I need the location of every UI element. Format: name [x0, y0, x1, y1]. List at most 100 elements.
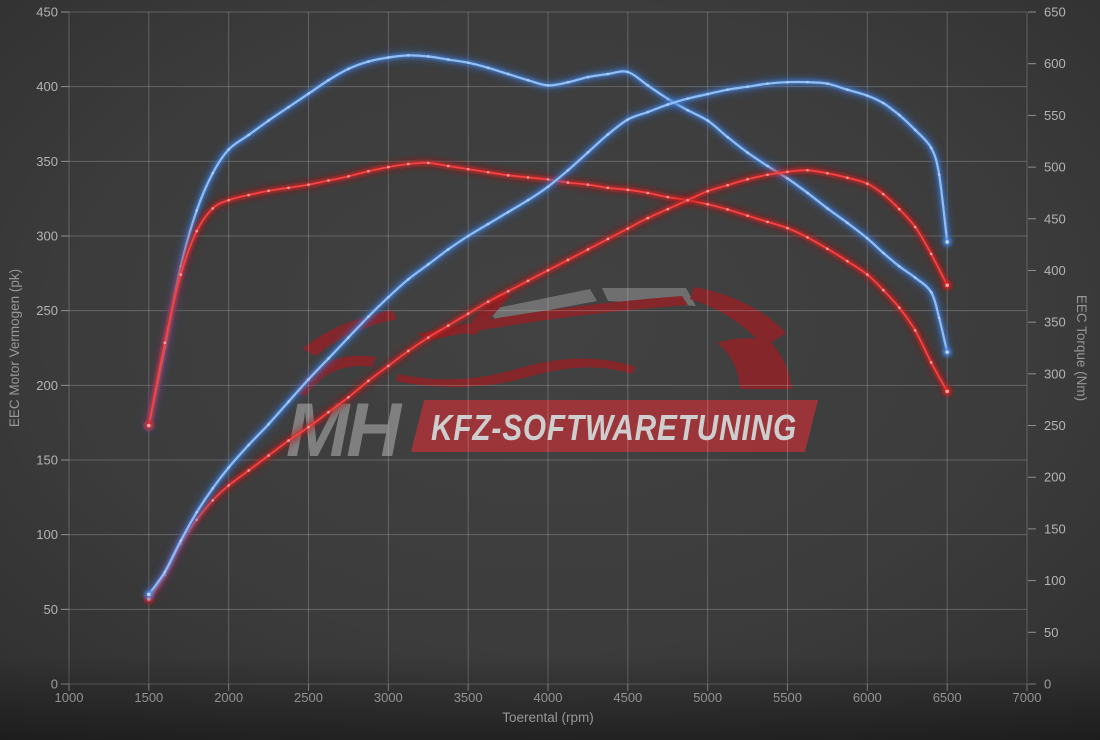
- curve-endpoint: [147, 592, 151, 597]
- data-point-marker: [426, 55, 430, 58]
- data-point-marker: [546, 84, 550, 87]
- curve-tuned-power: [143, 76, 953, 600]
- data-point-marker: [566, 181, 570, 184]
- data-point-marker: [882, 192, 885, 196]
- data-point-marker: [766, 220, 769, 224]
- right-tick-label: 50: [1044, 625, 1058, 640]
- data-point-marker: [307, 92, 310, 96]
- right-tick-label: 550: [1044, 108, 1066, 123]
- right-tick-label: 600: [1044, 56, 1066, 71]
- right-tick-label: 300: [1044, 366, 1066, 381]
- data-point-marker: [846, 176, 849, 180]
- data-point-marker: [506, 210, 510, 214]
- data-point-marker: [646, 191, 650, 195]
- data-point-marker: [566, 80, 570, 84]
- data-point-marker: [387, 165, 390, 169]
- data-point-marker: [546, 269, 550, 272]
- data-point-marker: [626, 188, 630, 192]
- data-point-marker: [307, 425, 310, 429]
- data-point-marker: [866, 273, 869, 276]
- data-point-marker: [211, 171, 215, 175]
- left-tick-label: 250: [36, 303, 58, 318]
- data-point-marker: [426, 262, 430, 266]
- data-point-marker: [666, 195, 670, 199]
- data-point-marker: [686, 108, 690, 112]
- data-point-marker: [195, 510, 199, 514]
- right-tick-label: 200: [1044, 470, 1066, 485]
- data-point-marker: [626, 118, 630, 121]
- data-point-marker: [267, 422, 270, 426]
- data-point-marker: [211, 486, 215, 490]
- data-point-marker: [586, 75, 590, 79]
- data-point-marker: [267, 189, 270, 193]
- car-roof-glass-left: [487, 289, 597, 320]
- data-point-marker: [586, 248, 590, 251]
- data-point-marker: [211, 499, 214, 502]
- right-tick-label: 400: [1044, 263, 1066, 278]
- data-point-marker: [913, 225, 917, 229]
- data-point-marker: [195, 209, 199, 212]
- data-point-marker: [897, 207, 901, 211]
- left-tick-label: 50: [44, 602, 58, 617]
- data-point-marker: [566, 168, 570, 172]
- data-point-marker: [646, 216, 650, 220]
- data-point-marker: [307, 183, 310, 186]
- data-point-marker: [327, 78, 330, 82]
- data-point-marker: [746, 151, 749, 155]
- right-tick-label: 100: [1044, 573, 1066, 588]
- car-sill-front: [396, 358, 636, 387]
- data-point-marker: [786, 226, 789, 230]
- left-tick-label: 450: [36, 5, 58, 20]
- data-point-marker: [826, 82, 829, 86]
- curve-tuned-torque: [143, 50, 953, 431]
- data-point-marker: [486, 66, 490, 70]
- data-point-marker: [586, 183, 590, 186]
- data-point-marker: [247, 443, 251, 447]
- data-point-marker: [287, 186, 290, 190]
- data-point-marker: [882, 288, 885, 292]
- data-point-marker: [506, 289, 510, 293]
- curve-endpoint: [147, 423, 151, 428]
- data-point-marker: [446, 248, 450, 251]
- data-point-marker: [726, 88, 730, 92]
- data-point-marker: [937, 173, 941, 177]
- data-point-marker: [726, 183, 729, 187]
- right-tick-label: 500: [1044, 160, 1066, 175]
- data-point-marker: [466, 167, 470, 171]
- data-point-marker: [287, 439, 290, 442]
- data-point-marker: [486, 170, 490, 174]
- data-point-marker: [826, 247, 829, 251]
- data-point-marker: [247, 193, 250, 197]
- data-point-marker: [526, 279, 530, 283]
- car-sill-rear: [295, 355, 376, 396]
- data-point-marker: [426, 336, 430, 339]
- data-point-marker: [846, 259, 849, 263]
- data-point-marker: [367, 379, 370, 383]
- car-front-upper: [690, 287, 786, 347]
- data-point-marker: [347, 67, 350, 71]
- data-point-marker: [929, 252, 933, 256]
- data-point-marker: [929, 146, 933, 150]
- data-point-marker: [897, 264, 901, 268]
- left-tick-label: 300: [36, 229, 58, 244]
- data-point-marker: [706, 119, 710, 122]
- data-point-marker: [826, 171, 829, 175]
- data-point-marker: [606, 133, 610, 136]
- data-point-marker: [287, 105, 290, 109]
- right-tick-label: 350: [1044, 315, 1066, 330]
- data-point-marker: [881, 101, 885, 105]
- data-point-marker: [786, 80, 789, 84]
- data-point-marker: [786, 170, 789, 174]
- left-tick-label: 200: [36, 378, 58, 393]
- data-point-marker: [586, 150, 590, 154]
- data-point-marker: [897, 306, 901, 309]
- data-point-marker: [327, 410, 330, 414]
- data-point-marker: [506, 174, 510, 177]
- data-point-marker: [866, 182, 869, 186]
- grid: [68, 11, 1028, 685]
- data-point-marker: [446, 324, 450, 327]
- data-point-marker: [327, 179, 330, 182]
- data-point-marker: [179, 539, 183, 543]
